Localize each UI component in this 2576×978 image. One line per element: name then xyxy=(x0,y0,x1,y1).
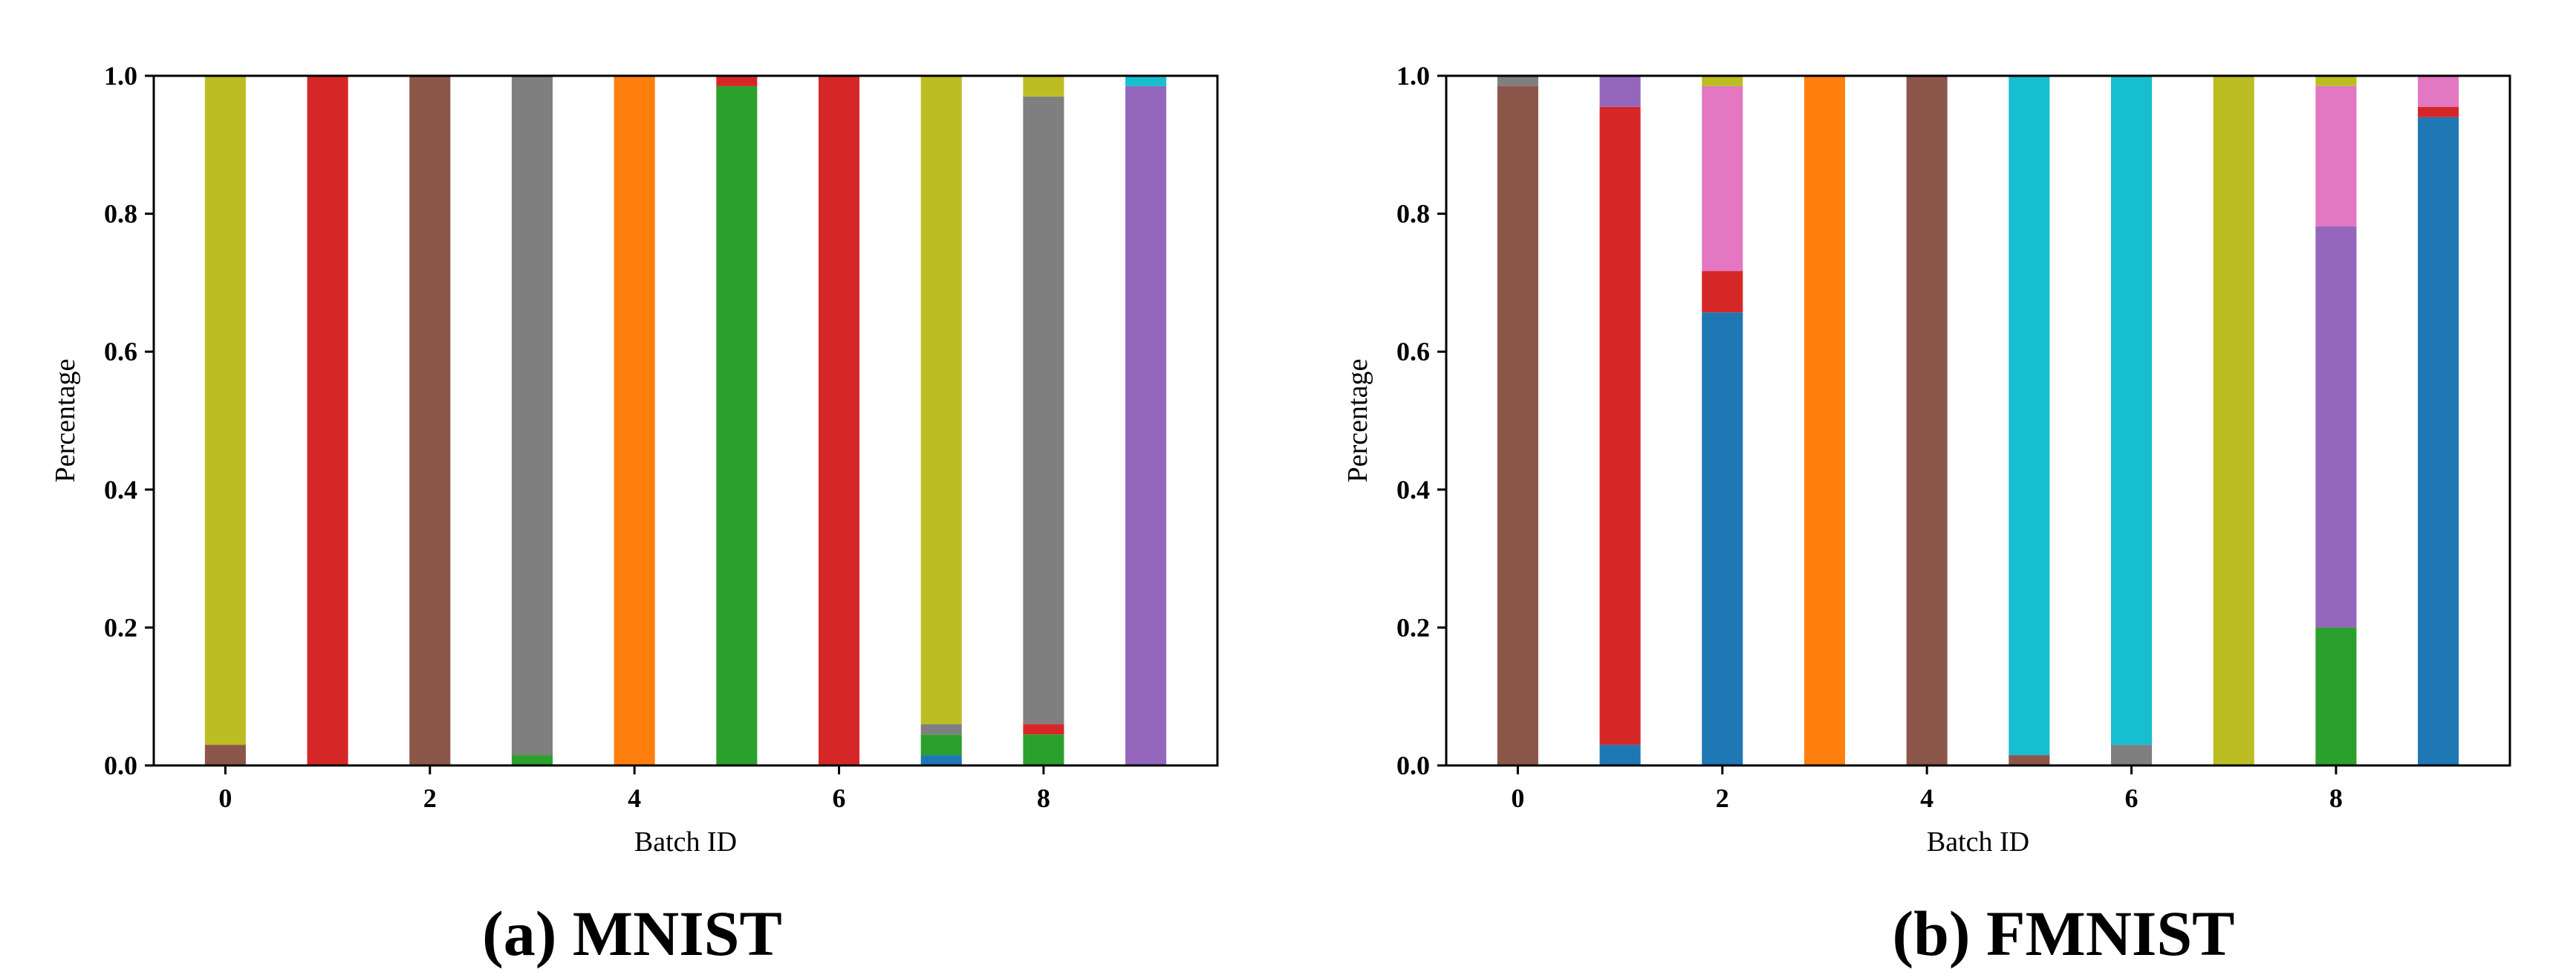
bar-segment-batch-9-1 xyxy=(1125,76,1167,86)
bar-segment-batch-3-0 xyxy=(511,755,553,765)
x-tick-label: 2 xyxy=(1716,783,1729,813)
y-tick-label: 0.6 xyxy=(1396,337,1430,366)
bar-segment-batch-7-0 xyxy=(920,755,962,765)
bar-segment-batch-4-0 xyxy=(614,76,655,765)
bars-fmnist xyxy=(1497,76,2459,766)
axes-frame-mnist xyxy=(152,74,1219,767)
bar-segment-batch-9-2 xyxy=(2418,76,2459,107)
panel-fmnist: 0.0 0.2 0.4 0.6 0.8 1.0 0 2 4 6 8 Batch ID Percen… xyxy=(1342,61,2511,969)
bar-segment-batch-3-1 xyxy=(511,76,553,756)
bar-segment-batch-9-0 xyxy=(1125,85,1167,766)
bar-segment-batch-0-1 xyxy=(204,76,246,745)
bar-segment-batch-1-0 xyxy=(307,76,348,765)
bar-segment-batch-8-1 xyxy=(2315,226,2357,628)
y-axis-label-mnist: Percentage xyxy=(50,359,81,483)
y-tick-label: 0.0 xyxy=(104,751,137,780)
bar-segment-batch-8-0 xyxy=(1023,734,1064,765)
bar-segment-batch-2-0 xyxy=(409,76,451,765)
bar-segment-batch-9-0 xyxy=(2418,117,2459,765)
bar-segment-batch-6-1 xyxy=(2111,76,2153,745)
bar-segment-batch-4-0 xyxy=(1906,76,1948,765)
x-tick-label: 8 xyxy=(1037,783,1050,813)
y-axis-fmnist: 0.0 0.2 0.4 0.6 0.8 1.0 xyxy=(1396,61,1446,780)
bar-segment-batch-2-0 xyxy=(1702,312,1743,766)
x-tick-label: 2 xyxy=(423,783,437,813)
y-tick-label: 0.4 xyxy=(104,475,137,505)
bar-segment-batch-8-3 xyxy=(2315,76,2357,86)
bar-segment-batch-5-0 xyxy=(2009,755,2050,765)
y-tick-label: 0.2 xyxy=(1396,612,1430,642)
bar-segment-batch-2-3 xyxy=(1702,76,1743,86)
y-axis-label-fmnist: Percentage xyxy=(1342,359,1373,483)
bar-segment-batch-0-0 xyxy=(204,745,246,765)
bar-segment-batch-2-1 xyxy=(1702,271,1743,313)
x-axis-label-mnist: Batch ID xyxy=(634,826,737,858)
y-axis-mnist: 0.0 0.2 0.4 0.6 0.8 1.0 xyxy=(104,61,154,780)
bar-segment-batch-8-2 xyxy=(2315,85,2357,227)
bar-segment-batch-0-1 xyxy=(1497,76,1538,86)
x-tick-label: 0 xyxy=(1511,783,1524,813)
bar-segment-batch-6-0 xyxy=(2111,745,2153,765)
bar-segment-batch-9-1 xyxy=(2418,106,2459,117)
axes-frame-fmnist xyxy=(1445,74,2511,767)
x-tick-label: 4 xyxy=(628,783,641,813)
bar-segment-batch-1-0 xyxy=(1599,745,1641,765)
y-tick-label: 0.8 xyxy=(1396,199,1430,229)
bar-segment-batch-5-1 xyxy=(2009,76,2050,756)
x-axis-fmnist: 0 2 4 6 8 xyxy=(1511,765,2343,813)
x-tick-label: 6 xyxy=(833,783,846,813)
y-tick-label: 1.0 xyxy=(104,61,137,91)
x-tick-label: 8 xyxy=(2329,783,2343,813)
bar-segment-batch-8-2 xyxy=(1023,96,1064,725)
x-axis-label-fmnist: Batch ID xyxy=(1927,826,2029,858)
x-axis-mnist: 0 2 4 6 8 xyxy=(218,765,1050,813)
bar-segment-batch-0-0 xyxy=(1497,85,1538,766)
y-tick-label: 0.4 xyxy=(1396,475,1430,505)
y-tick-label: 0.6 xyxy=(104,337,137,366)
y-tick-label: 0.8 xyxy=(104,199,137,229)
x-tick-label: 6 xyxy=(2125,783,2138,813)
x-tick-label: 4 xyxy=(1920,783,1933,813)
panel-caption-mnist: (a) MNIST xyxy=(482,898,782,969)
bar-segment-batch-7-4 xyxy=(920,76,962,725)
bar-segment-batch-7-3 xyxy=(920,724,962,735)
bar-segment-batch-7-0 xyxy=(2213,76,2254,765)
bar-segment-batch-3-0 xyxy=(1803,76,1845,765)
y-tick-label: 1.0 xyxy=(1396,61,1430,91)
bar-segment-batch-2-2 xyxy=(1702,85,1743,271)
bars-mnist xyxy=(204,76,1167,766)
bar-segment-batch-8-1 xyxy=(1023,724,1064,735)
bar-segment-batch-1-2 xyxy=(1599,76,1641,107)
y-tick-label: 0.0 xyxy=(1396,751,1430,780)
bar-segment-batch-6-0 xyxy=(819,76,860,765)
bar-segment-batch-5-1 xyxy=(716,76,758,86)
panel-caption-fmnist: (b) FMNIST xyxy=(1892,898,2234,969)
bar-segment-batch-7-1 xyxy=(920,734,962,756)
panel-mnist: 0.0 0.2 0.4 0.6 0.8 1.0 0 2 4 6 8 Batch ID Percen… xyxy=(50,61,1219,969)
bar-segment-batch-1-1 xyxy=(1599,106,1641,745)
bar-segment-batch-8-3 xyxy=(1023,76,1064,97)
bar-segment-batch-8-0 xyxy=(2315,627,2357,765)
x-tick-label: 0 xyxy=(218,783,232,813)
bar-segment-batch-5-0 xyxy=(716,85,758,766)
y-tick-label: 0.2 xyxy=(104,612,137,642)
